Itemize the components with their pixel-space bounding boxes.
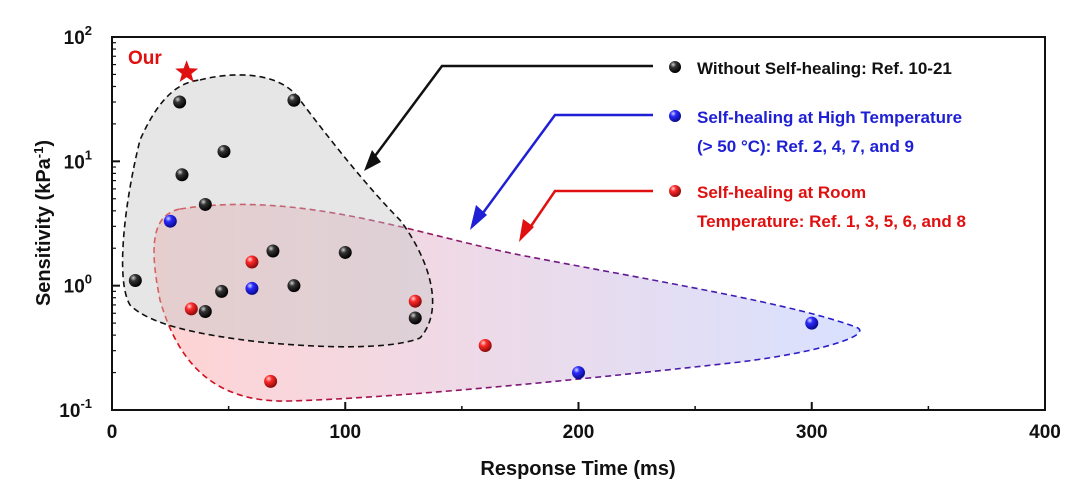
blue-arrow: [470, 113, 653, 230]
point-no-self-healing: [198, 304, 212, 318]
x-tick-label: 100: [329, 422, 361, 443]
y-tick-label: 10-1: [59, 396, 92, 422]
point-high-temp: [805, 316, 819, 330]
legend-marker-black: [669, 61, 681, 73]
point-no-self-healing: [173, 95, 187, 109]
point-room-temp: [408, 294, 422, 308]
y-axis-title: Sensitivity (kPa-1): [31, 140, 55, 306]
point-high-temp: [572, 366, 585, 380]
point-no-self-healing: [287, 279, 301, 293]
point-high-temp: [245, 281, 259, 295]
legend-label-red-line2: Temperature: Ref. 1, 3, 5, 6, and 8: [697, 212, 966, 231]
point-room-temp: [245, 255, 259, 269]
point-no-self-healing: [287, 93, 301, 107]
red-arrow: [519, 189, 653, 242]
x-tick-label: 0: [107, 422, 118, 443]
legend: Without Self-healing: Ref. 10-21 Self-he…: [669, 59, 966, 231]
x-axis-title: Response Time (ms): [480, 458, 675, 480]
legend-label-blue-line2: (> 50 °C): Ref. 2, 4, 7, and 9: [697, 137, 914, 156]
point-no-self-healing: [128, 274, 142, 288]
y-tick-label: 100: [64, 272, 92, 298]
point-no-self-healing: [266, 244, 280, 258]
legend-label-blue-line1: Self-healing at High Temperature: [697, 108, 962, 127]
legend-label-red-line1: Self-healing at Room: [697, 183, 866, 202]
black-arrow: [364, 64, 653, 171]
x-tick-label: 400: [1029, 422, 1061, 443]
y-tick-label: 101: [64, 147, 92, 173]
point-no-self-healing: [408, 311, 422, 325]
point-no-self-healing: [338, 245, 352, 259]
our-label: Our: [128, 48, 162, 69]
our-star-marker: [175, 60, 199, 82]
point-no-self-healing: [175, 168, 189, 182]
point-no-self-healing: [215, 284, 229, 298]
y-tick-label: 102: [64, 23, 92, 49]
point-high-temp: [163, 214, 177, 228]
legend-marker-blue: [669, 110, 681, 122]
point-room-temp: [478, 339, 492, 353]
legend-marker-red: [669, 185, 681, 197]
point-room-temp: [184, 302, 198, 316]
legend-label-black: Without Self-healing: Ref. 10-21: [697, 59, 952, 78]
point-room-temp: [264, 374, 278, 388]
x-tick-label: 200: [563, 422, 595, 443]
room-temp-region: [153, 203, 861, 402]
x-tick-label: 300: [796, 422, 828, 443]
point-no-self-healing: [217, 144, 231, 158]
no-self-healing-region: [121, 74, 434, 348]
point-no-self-healing: [198, 197, 212, 211]
